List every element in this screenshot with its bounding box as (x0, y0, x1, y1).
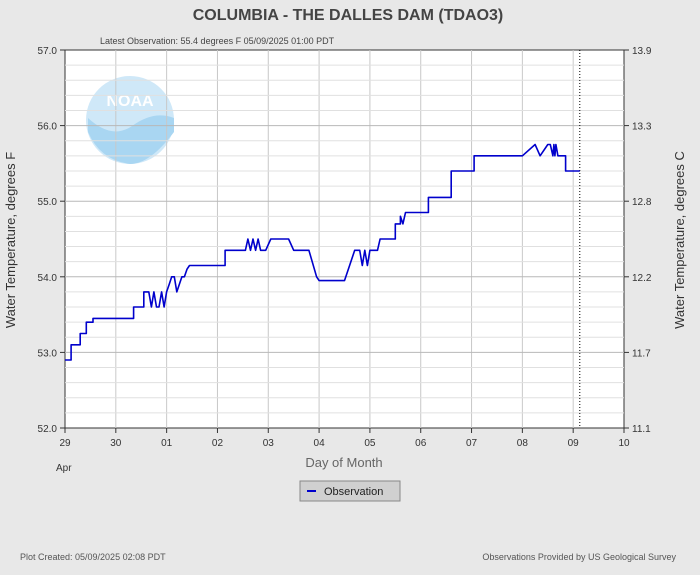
left-y-tick-label: 57.0 (38, 46, 58, 57)
x-tick-label: 01 (161, 438, 173, 449)
noaa-logo-wave (88, 115, 174, 164)
right-y-tick-label: 12.8 (632, 197, 652, 208)
x-tick-label: 05 (364, 438, 376, 449)
noaa-logo-text: NOAA (106, 93, 154, 110)
latest-observation: Latest Observation: 55.4 degrees F 05/09… (100, 36, 335, 46)
chart-title: COLUMBIA - THE DALLES DAM (TDAO3) (193, 7, 504, 24)
data-provider: Observations Provided by US Geological S… (482, 552, 676, 562)
right-y-axis-ticks: 11.1 11.7 12.2 12.8 13.3 13.9 (624, 46, 652, 435)
x-tick-label: 09 (568, 438, 580, 449)
observation-series-line (65, 143, 580, 361)
noaa-logo: NOAA (86, 76, 174, 164)
x-tick-label: 07 (466, 438, 478, 449)
right-y-tick-label: 11.7 (632, 348, 651, 359)
x-tick-label: 10 (618, 438, 630, 449)
x-tick-label: 08 (517, 438, 529, 449)
x-tick-label: 29 (59, 438, 71, 449)
left-y-axis-label: Water Temperature, degrees F (3, 152, 18, 328)
left-y-tick-label: 53.0 (38, 348, 58, 359)
plot-created: Plot Created: 05/09/2025 02:08 PDT (20, 552, 166, 562)
x-axis-label: Day of Month (305, 455, 382, 470)
x-tick-label: 06 (415, 438, 427, 449)
legend: Observation (299, 480, 401, 502)
x-axis-ticks: 29 30 01 02 03 04 05 06 07 08 09 10 (59, 428, 630, 449)
left-y-tick-label: 52.0 (38, 424, 58, 435)
right-y-tick-label: 12.2 (632, 273, 652, 284)
right-y-axis-label: Water Temperature, degrees C (672, 151, 687, 329)
x-month-label: Apr (56, 463, 72, 474)
series-layer (65, 50, 581, 428)
left-y-axis-ticks: 52.0 53.0 54.0 55.0 56.0 57.0 (38, 46, 65, 435)
x-tick-label: 30 (110, 438, 122, 449)
right-y-tick-label: 13.9 (632, 46, 652, 57)
gridlines (65, 50, 624, 428)
left-y-tick-label: 55.0 (38, 197, 58, 208)
legend-entry: Observation (324, 486, 383, 498)
x-tick-label: 04 (314, 438, 326, 449)
left-y-tick-label: 56.0 (38, 122, 58, 133)
legend-box (299, 480, 401, 502)
x-tick-label: 03 (263, 438, 275, 449)
left-y-tick-label: 54.0 (38, 273, 58, 284)
x-tick-label: 02 (212, 438, 224, 449)
right-y-tick-label: 13.3 (632, 122, 652, 133)
right-y-tick-label: 11.1 (632, 424, 651, 435)
